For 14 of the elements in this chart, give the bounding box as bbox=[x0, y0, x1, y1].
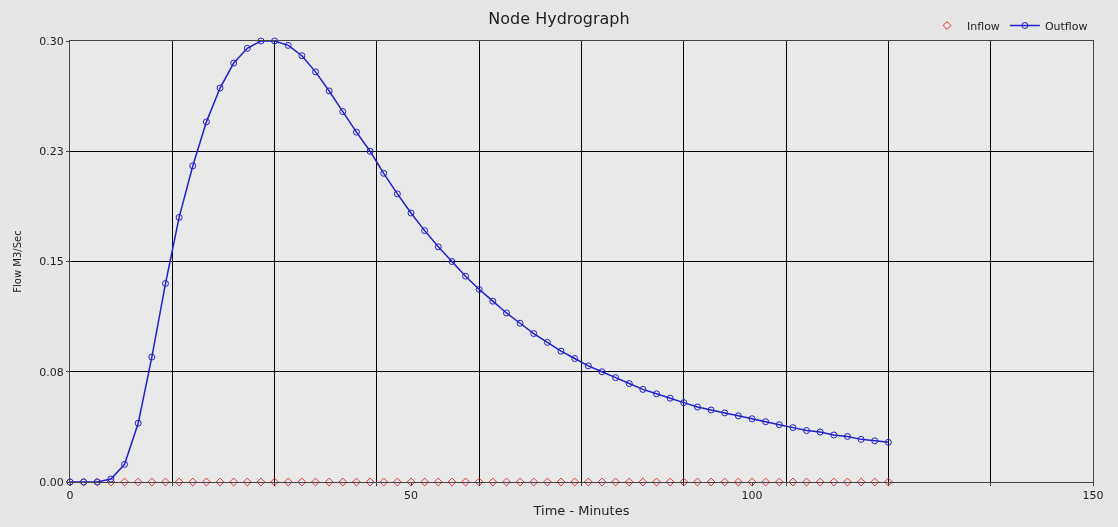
legend-label: Outflow bbox=[1044, 19, 1088, 33]
legend-label: Inflow bbox=[967, 19, 1000, 33]
y-tick-label: 0.08 bbox=[39, 365, 64, 379]
x-axis-title: Time - Minutes bbox=[532, 502, 630, 518]
x-tick-label: 50 bbox=[404, 489, 418, 503]
chart-title: Node Hydrograph bbox=[488, 9, 630, 29]
y-tick-label: 0.15 bbox=[39, 255, 64, 269]
y-axis-title: Flow M3/Sec bbox=[12, 230, 24, 293]
y-tick-label: 0.30 bbox=[39, 34, 64, 48]
x-tick-label: 150 bbox=[1082, 489, 1104, 503]
y-tick-label: 0.23 bbox=[39, 145, 64, 159]
x-tick-label: 0 bbox=[66, 489, 74, 503]
x-tick-label: 100 bbox=[741, 489, 763, 503]
y-tick-label: 0.00 bbox=[39, 475, 64, 489]
